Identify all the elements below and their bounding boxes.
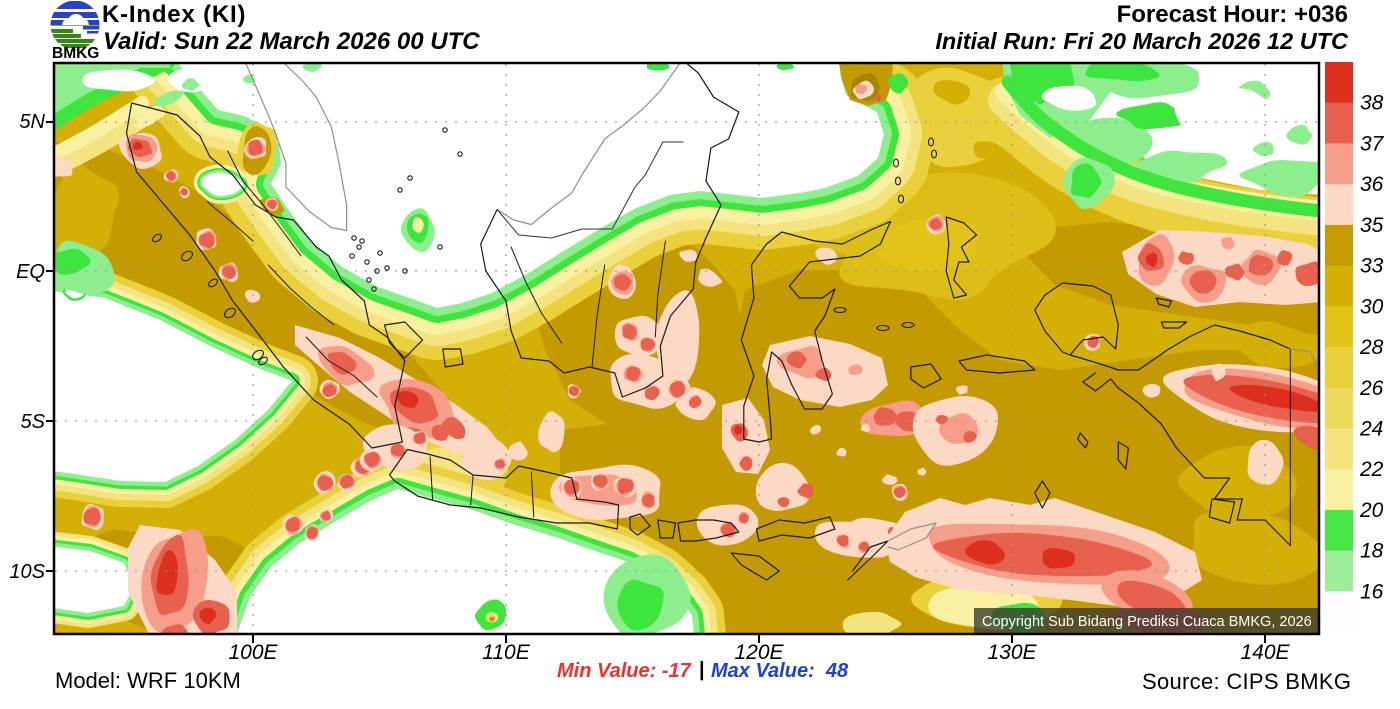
svg-text:33: 33: [1360, 255, 1384, 278]
svg-text:24: 24: [1359, 418, 1383, 441]
svg-text:28: 28: [1359, 336, 1384, 359]
svg-text:26: 26: [1359, 377, 1384, 400]
svg-text:22: 22: [1359, 458, 1384, 481]
svg-text:16: 16: [1360, 580, 1384, 603]
svg-text:35: 35: [1360, 214, 1384, 237]
svg-text:18: 18: [1360, 540, 1384, 563]
svg-text:37: 37: [1360, 132, 1385, 155]
svg-text:36: 36: [1360, 173, 1384, 196]
svg-text:20: 20: [1359, 499, 1384, 522]
svg-text:30: 30: [1360, 295, 1384, 318]
svg-text:Copyright Sub Bidang Prediksi: Copyright Sub Bidang Prediksi Cuaca BMKG…: [982, 614, 1312, 630]
svg-text:38: 38: [1360, 92, 1384, 115]
